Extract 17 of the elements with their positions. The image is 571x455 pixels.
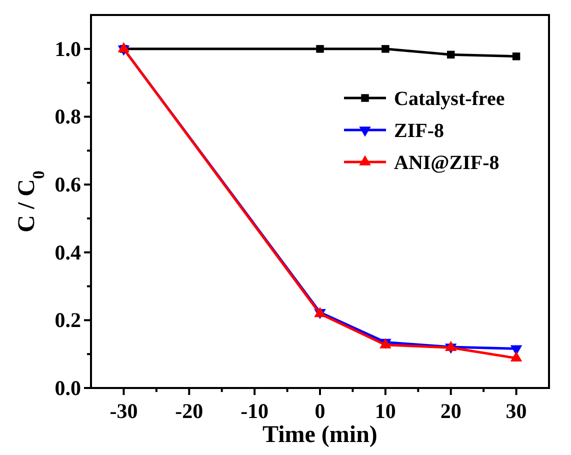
- x-tick-label: 0: [314, 399, 326, 423]
- text: 1.0: [54, 36, 81, 61]
- x-tick-label: -10: [240, 399, 269, 423]
- x-tick-label: 10: [374, 399, 396, 423]
- y-tick-label: 0.4: [54, 240, 82, 264]
- x-axis-title: Time (min): [262, 422, 378, 448]
- text: 0.0: [54, 376, 81, 400]
- x-tick-label: -20: [175, 399, 204, 423]
- legend-label: ANI@ZIF-8: [394, 152, 500, 174]
- y-tick-label: 0.6: [54, 172, 81, 197]
- x-tick-label: 30: [506, 399, 527, 423]
- x-tick-label: -30: [110, 399, 138, 423]
- legend-label: Catalyst-free: [394, 88, 505, 110]
- y-tick-label: 0.8: [54, 104, 81, 129]
- y-tick-label: 0.2: [54, 308, 81, 332]
- x-tick-label: 20: [440, 399, 462, 423]
- legend-label: ZIF-8: [394, 120, 444, 142]
